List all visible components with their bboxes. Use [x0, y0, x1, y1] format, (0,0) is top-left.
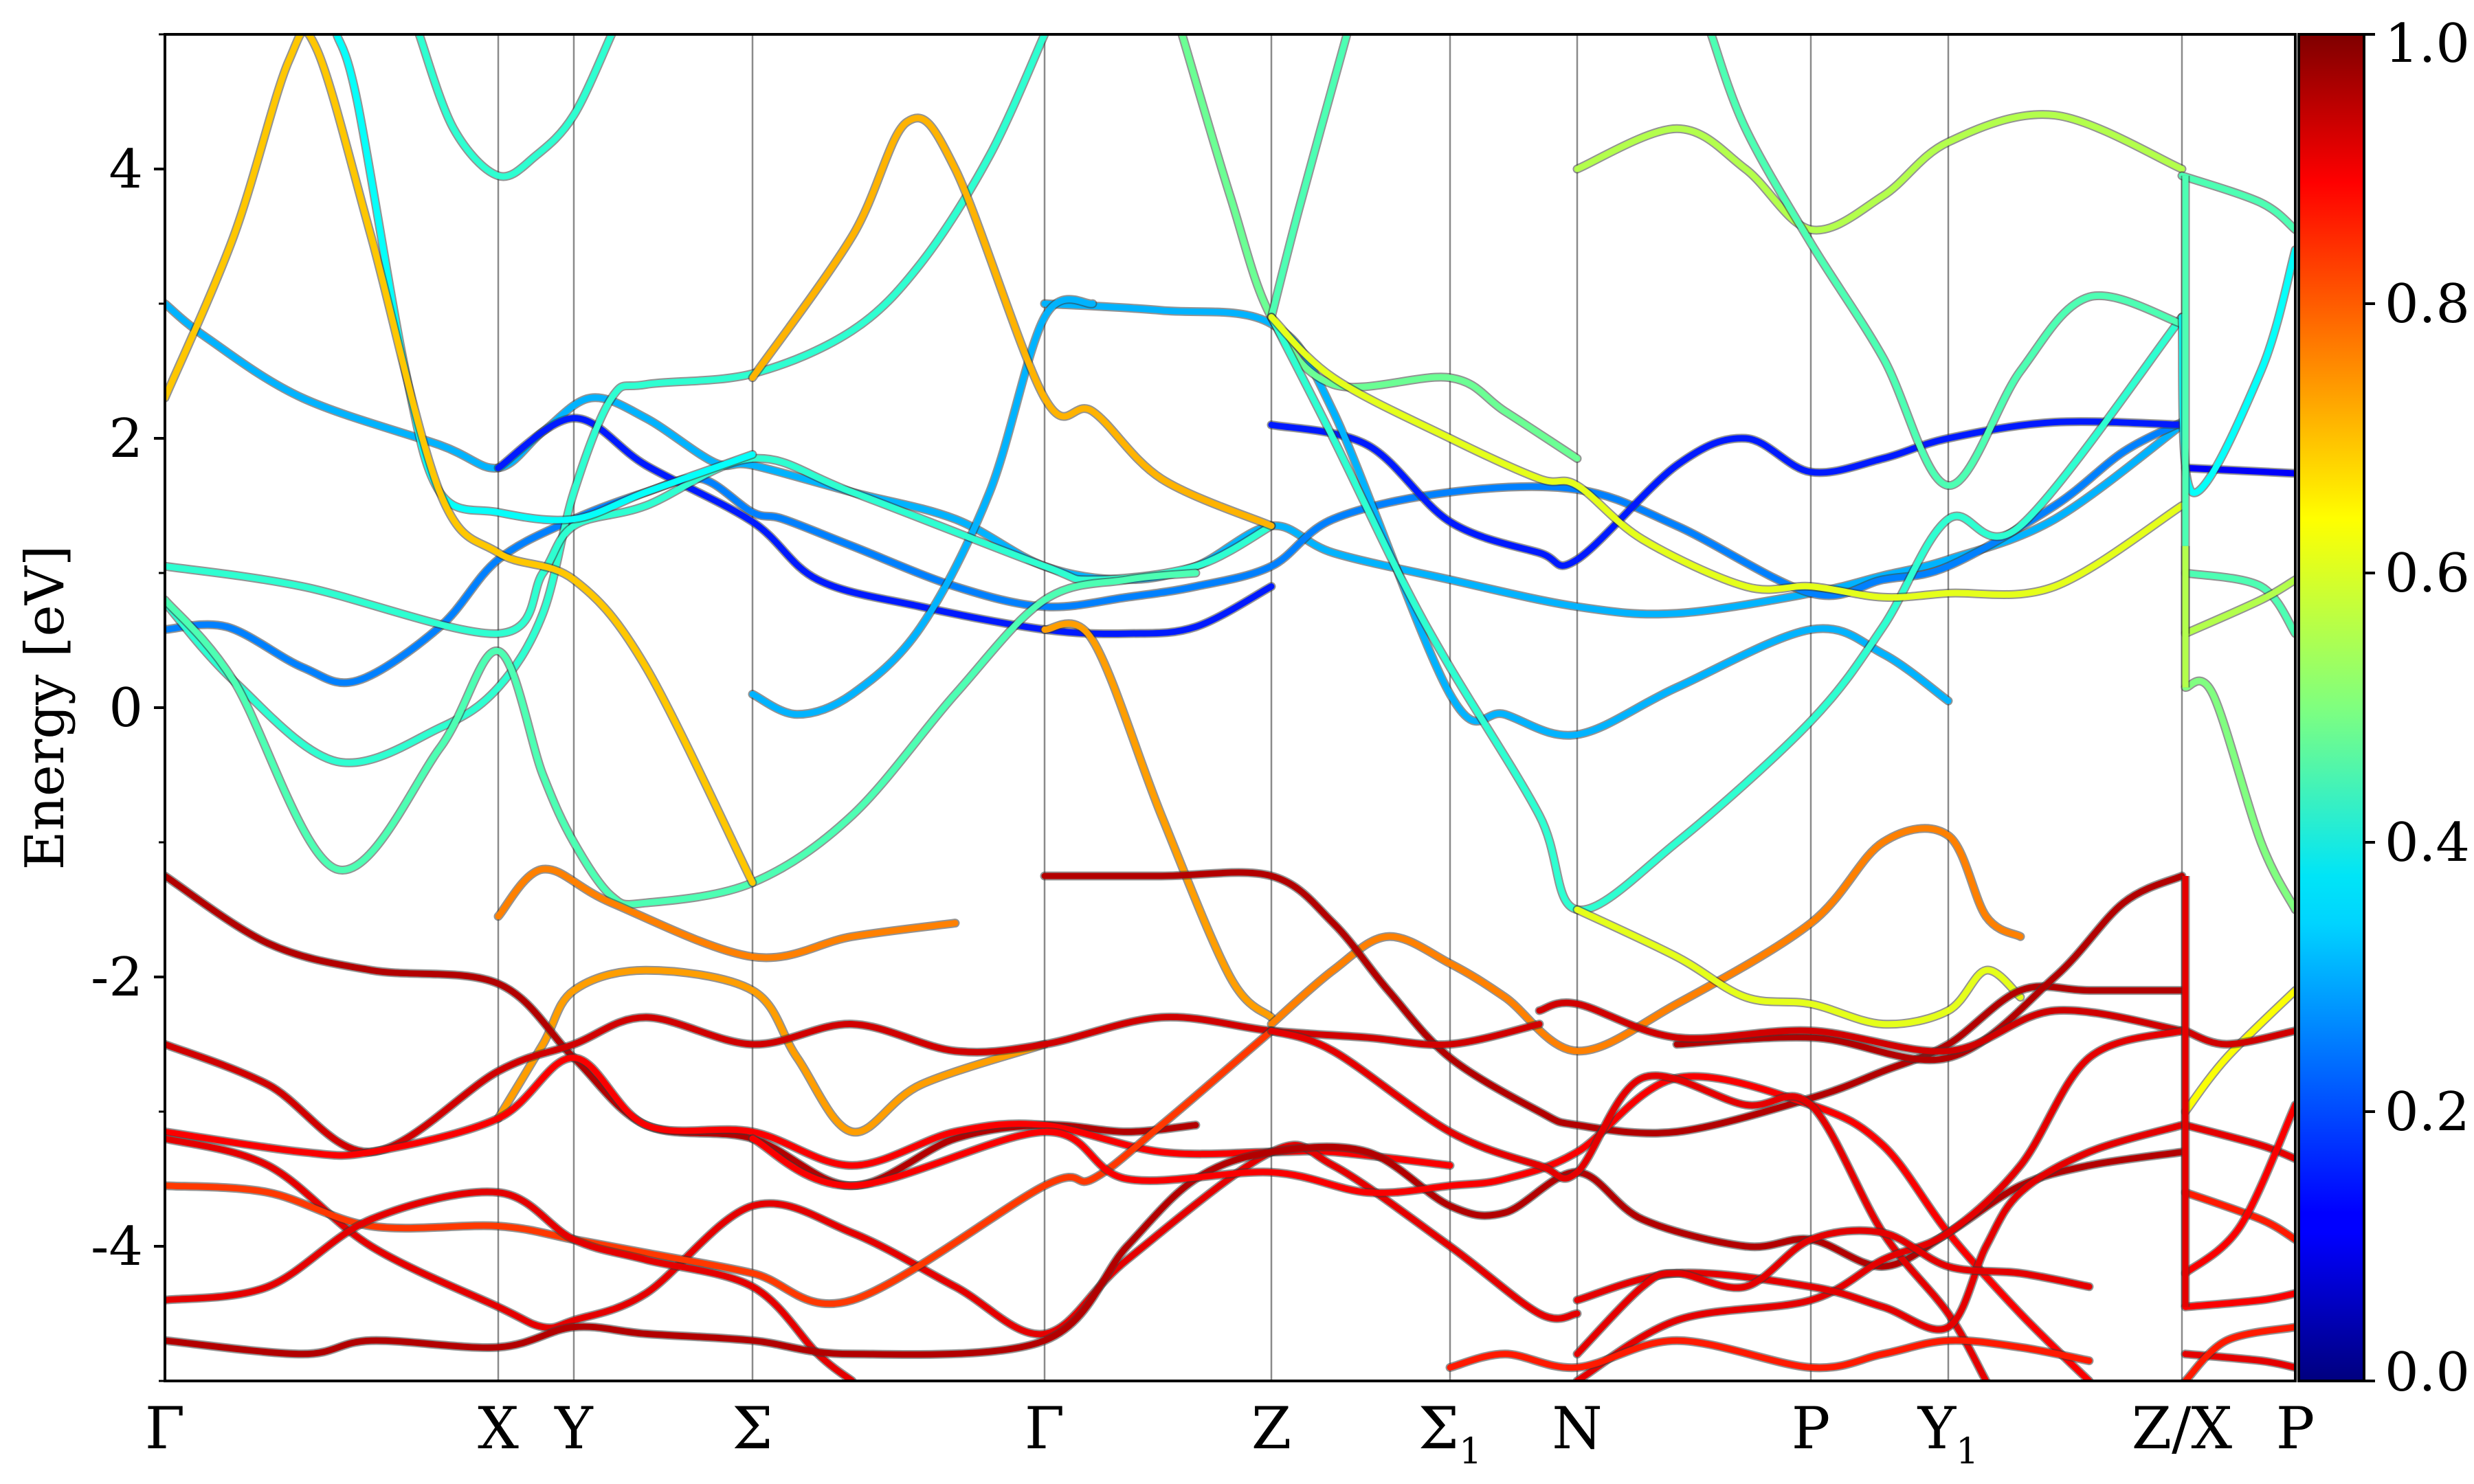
band-line [1177, 34, 1582, 463]
band-line [1535, 998, 2187, 1056]
colorbar-tick-label: 0.0 [2385, 1342, 2470, 1404]
k-point-label: Γ [145, 1395, 185, 1462]
high-symmetry-lines [497, 34, 2183, 1381]
band-line [165, 34, 757, 888]
band-line [1040, 299, 1953, 740]
band-line [165, 418, 2187, 688]
colorbar-tick-label: 0.6 [2385, 543, 2470, 605]
band-line [493, 414, 1276, 638]
band-line [2181, 568, 2295, 638]
band-line [165, 871, 1201, 1191]
band-line [2181, 676, 2295, 914]
band-line [2181, 575, 2295, 638]
y-tick-label: 4 [109, 139, 143, 201]
colorbar-tick-label: 0.4 [2385, 812, 2470, 874]
band-lines [165, 34, 2295, 1381]
x-axis-ticks: Γ X Y Σ Γ Z Σ1 N P Y1 Z/X P [145, 1395, 2315, 1472]
k-point-label: Y1 [1917, 1395, 1979, 1472]
band-line [1572, 905, 2025, 1029]
band-line [414, 34, 616, 181]
band-line [165, 1134, 1582, 1339]
k-point-label: Y [554, 1395, 594, 1462]
band-line [165, 1187, 857, 1381]
y-axis-ticks: 4 2 0 -2 -4 [91, 33, 165, 1382]
colorbar-ticks: 0.0 0.2 0.4 0.6 0.8 1.0 [2364, 13, 2470, 1404]
band-line [1267, 313, 2187, 914]
k-point-label: X [478, 1395, 519, 1462]
band-line [2181, 1323, 2295, 1381]
band-line [1267, 34, 1352, 322]
band-line [2181, 1100, 2295, 1278]
y-tick-label: 0 [109, 677, 143, 739]
band-line [2181, 463, 2295, 478]
colorbar-tick-label: 0.8 [2385, 273, 2470, 335]
y-tick-label: -2 [91, 947, 143, 1009]
band-line [1706, 34, 2187, 491]
band-line [493, 965, 1049, 1137]
colorbar-gradient [2297, 33, 2365, 1382]
band-line [165, 568, 1201, 909]
band-line [1572, 1121, 2187, 1334]
colorbar: 0.0 0.2 0.4 0.6 0.8 1.0 [2297, 13, 2470, 1404]
band-line [2181, 1026, 2295, 1049]
k-point-label: Z [1251, 1395, 1291, 1462]
band-line [2181, 1188, 2295, 1244]
k-point-label: Z/X [2132, 1395, 2233, 1462]
band-line [1572, 1226, 2094, 1359]
band-line [1040, 868, 2187, 1138]
band-line [1267, 313, 2187, 603]
colorbar-tick-label: 0.2 [2385, 1081, 2470, 1143]
y-axis-title: Energy [eV] [14, 546, 76, 870]
k-point-label: Σ [732, 1395, 772, 1462]
y-tick-label: -4 [91, 1216, 143, 1278]
band-line [2181, 1349, 2295, 1372]
band-line [748, 113, 1276, 530]
k-point-label: N [1552, 1395, 1603, 1462]
k-point-label: P [1792, 1395, 1831, 1462]
band-line [493, 864, 960, 963]
band-line [748, 295, 1097, 719]
band-line [1572, 110, 2187, 235]
band-line [2177, 171, 2295, 234]
band-line [165, 1142, 2187, 1360]
band-line [1445, 1336, 2094, 1373]
band-line [1267, 417, 2187, 570]
band-line [2181, 986, 2295, 1116]
band-line [2177, 245, 2295, 497]
band-line [2181, 1289, 2295, 1312]
band-line [2181, 1121, 2295, 1164]
k-point-label: Γ [1025, 1395, 1065, 1462]
band-line [165, 34, 1049, 767]
band-line [748, 1072, 2094, 1381]
k-point-label: P [2276, 1395, 2315, 1462]
k-point-label: Σ1 [1418, 1395, 1482, 1472]
band-line [1040, 619, 1276, 1022]
y-tick-label: 2 [109, 408, 143, 470]
colorbar-tick-label: 1.0 [2385, 13, 2470, 75]
band-line [1267, 824, 2025, 1056]
